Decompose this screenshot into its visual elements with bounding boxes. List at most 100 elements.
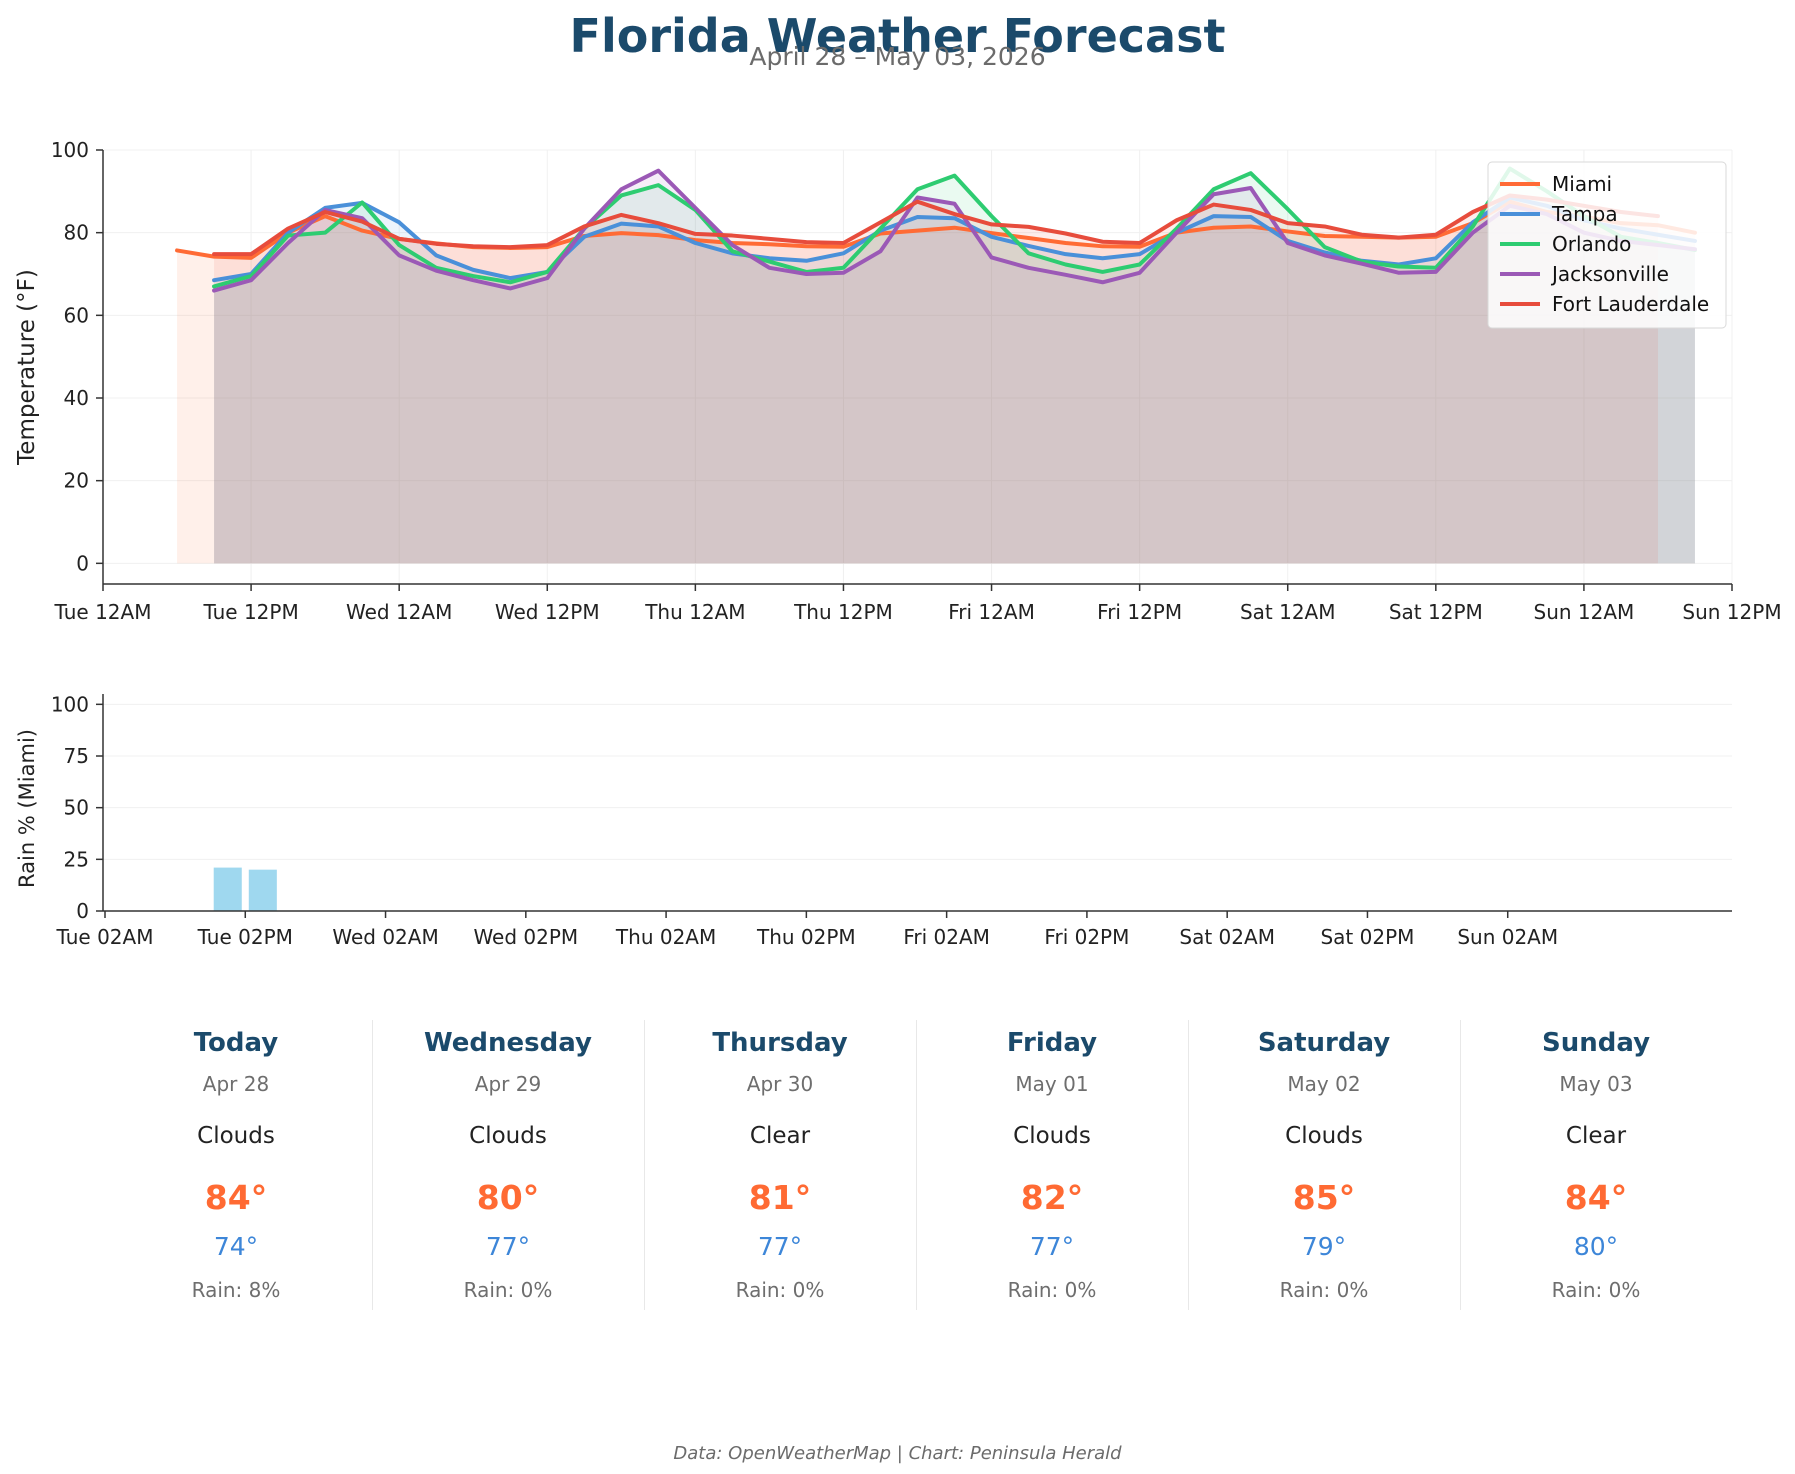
forecast-condition: Clear bbox=[1565, 1123, 1627, 1149]
forecast-high: 84° bbox=[204, 1178, 268, 1217]
forecast-condition: Clouds bbox=[197, 1123, 275, 1149]
y-tick-label: 80 bbox=[64, 221, 89, 245]
card-divider bbox=[644, 1020, 645, 1310]
forecast-condition: Clear bbox=[749, 1123, 811, 1149]
x-tick-label: Wed 12AM bbox=[346, 600, 452, 624]
x-tick-label: Sat 12PM bbox=[1389, 600, 1483, 624]
y-tick-label: 20 bbox=[64, 469, 89, 493]
forecast-day: Thursday bbox=[712, 1028, 848, 1058]
x-tick-label: Fri 12PM bbox=[1097, 600, 1182, 624]
y-axis-label: Temperature (°F) bbox=[14, 269, 40, 466]
legend-label-orlando: Orlando bbox=[1552, 232, 1631, 256]
area-orlando bbox=[214, 168, 1695, 564]
x-tick-label: Sat 02PM bbox=[1320, 925, 1414, 949]
rain-bar bbox=[213, 867, 242, 911]
x-tick-label: Fri 02PM bbox=[1044, 925, 1129, 949]
forecast-high: 85° bbox=[1292, 1178, 1356, 1217]
y-tick-label: 60 bbox=[64, 303, 89, 327]
page-title: Florida Weather Forecast bbox=[569, 9, 1226, 63]
forecast-day: Sunday bbox=[1541, 1028, 1651, 1058]
forecast-rain: Rain: 0% bbox=[735, 1278, 825, 1302]
y-tick-label: 100 bbox=[51, 138, 89, 162]
forecast-rain: Rain: 0% bbox=[1551, 1278, 1641, 1302]
y-tick-label: 50 bbox=[64, 796, 89, 820]
forecast-high: 82° bbox=[1020, 1178, 1084, 1217]
card-divider bbox=[372, 1020, 373, 1310]
forecast-condition: Clouds bbox=[1013, 1123, 1091, 1149]
series-line-tampa bbox=[212, 195, 1697, 283]
forecast-low: 79° bbox=[1301, 1232, 1347, 1261]
forecast-condition: Clouds bbox=[469, 1123, 547, 1149]
x-tick-label: Wed 02AM bbox=[332, 925, 438, 949]
x-tick-label: Wed 02PM bbox=[473, 925, 578, 949]
forecast-date: May 02 bbox=[1287, 1072, 1361, 1096]
forecast-card: Wednesday Apr 29 Clouds 80° 77° Rain: 0% bbox=[372, 1020, 644, 1310]
y-tick-label: 75 bbox=[64, 744, 89, 768]
forecast-day: Saturday bbox=[1257, 1028, 1391, 1058]
forecast-card: Saturday May 02 Clouds 85° 79° Rain: 0% bbox=[1188, 1020, 1460, 1310]
legend: Miami Tampa Orlando Jacksonville Fort Lauder… bbox=[1487, 161, 1727, 329]
forecast-high: 84° bbox=[1564, 1178, 1628, 1217]
series-line-fort-lauderdale bbox=[212, 193, 1660, 257]
rain-chart: 0 25 50 75 100 Tue 02AM Tue 02PM Wed 02AM Wed 02… bbox=[15, 692, 1732, 949]
forecast-rain: Rain: 8% bbox=[191, 1278, 281, 1302]
forecast-rain: Rain: 0% bbox=[1279, 1278, 1369, 1302]
forecast-card: Friday May 01 Clouds 82° 77° Rain: 0% bbox=[916, 1020, 1188, 1310]
page-subtitle: April 28 – May 03, 2026 bbox=[749, 42, 1046, 71]
y-tick-label: 100 bbox=[51, 692, 89, 716]
forecast-date: Apr 28 bbox=[202, 1072, 270, 1096]
area-jacksonville bbox=[214, 170, 1695, 564]
area-fort-lauderdale bbox=[214, 195, 1658, 564]
y-axis-label: Rain % (Miami) bbox=[15, 729, 39, 888]
y-tick-label: 0 bbox=[76, 551, 89, 575]
temperature-chart: 0 20 40 60 80 100 Tue 12AM Tue 12PM Wed 12AM Wed … bbox=[14, 138, 1782, 624]
x-tick-label: Thu 12AM bbox=[644, 600, 745, 624]
forecast-cards: Today Apr 28 Clouds 84° 74° Rain: 8% Wed… bbox=[100, 1020, 1732, 1310]
forecast-date: Apr 30 bbox=[746, 1072, 814, 1096]
x-tick-label: Tue 02AM bbox=[56, 925, 154, 949]
card-divider bbox=[916, 1020, 917, 1310]
legend-box bbox=[1487, 161, 1727, 329]
forecast-card: Sunday May 03 Clear 84° 80° Rain: 0% bbox=[1460, 1020, 1732, 1310]
card-divider bbox=[1460, 1020, 1461, 1310]
area-miami bbox=[177, 201, 1695, 564]
forecast-low: 77° bbox=[757, 1232, 803, 1261]
x-tick-label: Thu 02PM bbox=[756, 925, 856, 949]
x-tick-label: Fri 12AM bbox=[948, 600, 1035, 624]
forecast-date: Apr 29 bbox=[474, 1072, 542, 1096]
x-tick-label: Tue 12AM bbox=[54, 600, 152, 624]
series-line-orlando bbox=[212, 166, 1697, 289]
y-tick-label: 0 bbox=[76, 899, 89, 923]
legend-label-miami: Miami bbox=[1552, 172, 1612, 196]
card-divider bbox=[1188, 1020, 1189, 1310]
area-tampa bbox=[214, 197, 1695, 564]
forecast-condition: Clouds bbox=[1285, 1123, 1363, 1149]
x-tick-label: Sat 02AM bbox=[1179, 925, 1275, 949]
footer-credit: Data: OpenWeatherMap | Chart: Peninsula … bbox=[673, 1443, 1122, 1464]
forecast-low: 80° bbox=[1573, 1232, 1619, 1261]
legend-label-jacksonville: Jacksonville bbox=[1550, 262, 1669, 286]
forecast-day: Wednesday bbox=[424, 1028, 592, 1058]
x-tick-label: Sat 12AM bbox=[1240, 600, 1336, 624]
forecast-date: May 01 bbox=[1015, 1072, 1089, 1096]
y-tick-label: 40 bbox=[64, 386, 89, 410]
y-tick-label: 25 bbox=[64, 847, 89, 871]
forecast-low: 74° bbox=[213, 1232, 259, 1261]
legend-label-tampa: Tampa bbox=[1551, 202, 1618, 226]
x-tick-label: Thu 12PM bbox=[793, 600, 893, 624]
forecast-card: Thursday Apr 30 Clear 81° 77° Rain: 0% bbox=[644, 1020, 916, 1310]
x-tick-label: Sun 12AM bbox=[1534, 600, 1635, 624]
x-tick-label: Tue 02PM bbox=[197, 925, 293, 949]
forecast-high: 80° bbox=[476, 1178, 540, 1217]
forecast-low: 77° bbox=[485, 1232, 531, 1261]
series-line-jacksonville bbox=[212, 168, 1697, 293]
x-tick-label: Tue 12PM bbox=[202, 600, 298, 624]
x-tick-label: Fri 02AM bbox=[903, 925, 990, 949]
rain-bar bbox=[248, 869, 277, 911]
forecast-rain: Rain: 0% bbox=[1007, 1278, 1097, 1302]
forecast-day: Friday bbox=[1006, 1028, 1098, 1058]
forecast-card: Today Apr 28 Clouds 84° 74° Rain: 8% bbox=[100, 1020, 372, 1310]
legend-label-fort-lauderdale: Fort Lauderdale bbox=[1552, 292, 1709, 316]
forecast-date: May 03 bbox=[1559, 1072, 1633, 1096]
x-tick-label: Wed 12PM bbox=[495, 600, 600, 624]
